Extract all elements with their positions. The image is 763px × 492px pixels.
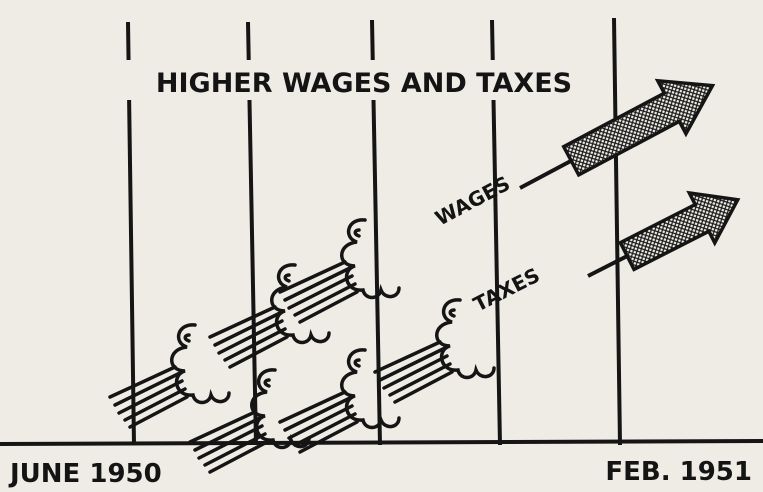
timeline-end: FEB. 1951: [605, 457, 752, 487]
title: HIGHER WAGES AND TAXES: [156, 68, 572, 99]
illustration: HIGHER WAGES AND TAXES WAGES TAXES JUNE …: [0, 0, 763, 492]
timeline-start: JUNE 1950: [8, 459, 162, 489]
